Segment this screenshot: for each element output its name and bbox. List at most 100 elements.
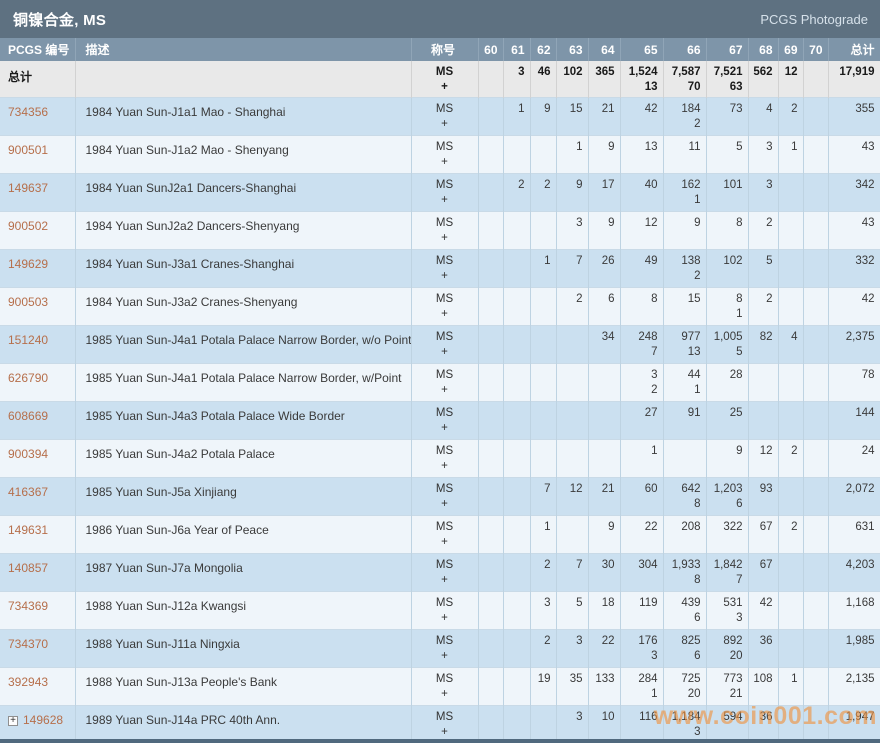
column-header-grade-62[interactable]: 62 [530, 38, 557, 61]
column-header-designation[interactable]: 称号 [411, 38, 479, 61]
grade-count-plus [750, 193, 773, 208]
grade-cell: 12 [620, 210, 664, 249]
grade-count-plus [532, 383, 551, 398]
grade-cell: 25 [706, 400, 749, 439]
row-total-value: 17,919 [839, 66, 875, 78]
column-header-grade-70[interactable]: 70 [803, 38, 829, 61]
photograde-link[interactable]: PCGS Photograde [760, 11, 868, 27]
grade-count-plus [558, 497, 583, 512]
grade-cell [803, 324, 829, 363]
grade-count-ms [590, 444, 615, 459]
column-header-grade-64[interactable]: 64 [588, 38, 621, 61]
column-header-pcgs[interactable]: PCGS 编号 [0, 38, 76, 61]
pcgs-number-link[interactable]: 392943 [8, 674, 49, 689]
column-header-grade-60[interactable]: 60 [478, 38, 504, 61]
grade-cell: 3 [556, 704, 589, 739]
grade-count-ms: 40 [644, 178, 658, 191]
grade-count-plus [480, 421, 498, 436]
pcgs-number-link[interactable]: 900503 [8, 294, 49, 309]
designation-ms: MS [435, 102, 454, 115]
pcgs-number-link[interactable]: 416367 [8, 484, 49, 499]
grade-count-ms: 12 [759, 444, 773, 457]
grade-count-ms [805, 406, 823, 421]
pcgs-number-link[interactable]: 608669 [8, 408, 49, 423]
grade-count-plus [505, 117, 525, 132]
grade-count-ms [590, 368, 615, 383]
grade-cell: 2 [778, 514, 804, 553]
grade-cell [588, 362, 621, 401]
grade-count-plus [750, 307, 773, 322]
grade-cell: 1 [503, 96, 531, 135]
column-header-grade-67[interactable]: 67 [706, 38, 749, 61]
grade-count-plus [622, 535, 658, 550]
pcgs-number-link[interactable]: 734356 [8, 104, 49, 119]
expand-icon[interactable]: + [8, 715, 18, 726]
grade-count-plus [708, 193, 743, 208]
grade-count-ms: 28 [729, 368, 743, 381]
grade-count-plus [805, 725, 823, 740]
column-header-grade-69[interactable]: 69 [778, 38, 804, 61]
grade-cell: 1 [778, 134, 804, 173]
pcgs-number-link[interactable]: 900502 [8, 218, 49, 233]
designation-ms: MS [435, 330, 454, 343]
pcgs-number-link[interactable]: 149631 [8, 522, 49, 537]
grade-count-plus [480, 459, 498, 474]
grade-cell: 28 [706, 362, 749, 401]
pcgs-number-link[interactable]: 140857 [8, 560, 49, 575]
grade-count-ms: 102 [563, 66, 583, 78]
column-header-grade-66[interactable]: 66 [663, 38, 707, 61]
grade-cell: 3 [503, 61, 531, 97]
grade-cell: 7,587 70 [663, 61, 707, 97]
grade-count-ms [805, 710, 823, 725]
column-header-grade-65[interactable]: 65 [620, 38, 664, 61]
pcgs-cell: 149631 [0, 514, 76, 553]
grade-count-ms: 9 [544, 102, 551, 115]
grade-count-ms [805, 482, 823, 497]
column-header-grade-63[interactable]: 63 [556, 38, 589, 61]
row-total: 631 [828, 514, 880, 553]
grade-count-plus [480, 611, 498, 626]
designation-plus: + [441, 611, 448, 624]
grade-count-ms: 3 [518, 66, 525, 78]
grade-cell: 773 21 [706, 666, 749, 705]
designation-plus: + [441, 649, 448, 662]
grade-count-ms [480, 634, 498, 649]
grade-count-ms: 22 [601, 634, 615, 647]
grade-count-plus [750, 155, 773, 170]
grade-count-ms: 892 [723, 634, 743, 647]
grade-count-ms: 3 [544, 596, 551, 609]
grade-count-plus [590, 307, 615, 322]
grade-count-ms [532, 710, 551, 725]
pcgs-number-link[interactable]: 149629 [8, 256, 49, 271]
pcgs-number-link[interactable]: 734369 [8, 598, 49, 613]
pcgs-number-link[interactable]: 626790 [8, 370, 49, 385]
grade-cell: 102 [706, 248, 749, 287]
row-total: 17,919 [828, 61, 880, 97]
pcgs-number-link[interactable]: 151240 [8, 332, 49, 347]
grade-count-plus [590, 117, 615, 132]
column-header-desc[interactable]: 描述 [75, 38, 412, 61]
pcgs-number-link[interactable]: 149637 [8, 180, 49, 195]
pcgs-cell: 734370 [0, 628, 76, 667]
pcgs-number-link[interactable]: 734370 [8, 636, 49, 651]
grade-cell: 138 2 [663, 248, 707, 287]
grade-count-plus [480, 117, 498, 132]
column-header-total[interactable]: 总计 [828, 38, 880, 61]
grade-count-plus: 2 [694, 269, 701, 282]
grade-cell: 594 [706, 704, 749, 739]
grade-cell: 2 [748, 210, 779, 249]
column-header-grade-68[interactable]: 68 [748, 38, 779, 61]
row-total: 1,947 [828, 704, 880, 739]
grade-count-plus [558, 649, 583, 664]
pcgs-cell: 608669 [0, 400, 76, 439]
grade-cell [478, 286, 504, 325]
grade-count-plus [750, 421, 773, 436]
pcgs-number-link[interactable]: 900394 [8, 446, 49, 461]
grade-count-plus [480, 649, 498, 664]
column-header-grade-61[interactable]: 61 [503, 38, 531, 61]
grade-count-plus [505, 725, 525, 740]
grade-count-ms: 1 [791, 140, 798, 153]
grade-count-ms [505, 216, 525, 231]
pcgs-number-link[interactable]: 149628 [23, 712, 64, 727]
pcgs-number-link[interactable]: 900501 [8, 142, 49, 157]
